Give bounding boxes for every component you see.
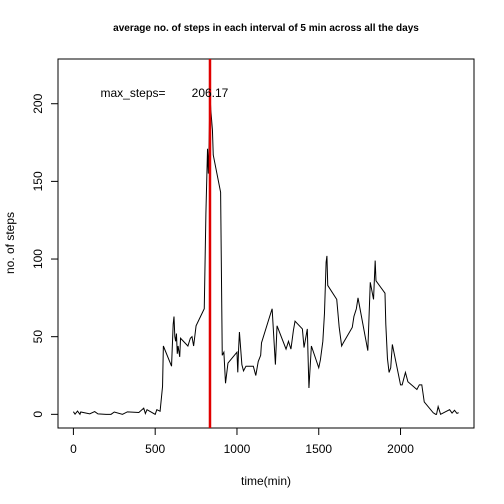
y-tick-label: 200 [31, 93, 45, 113]
annotation: 206.17 [192, 86, 229, 100]
y-tick-label: 100 [31, 249, 45, 269]
chart-title: average no. of steps in each interval of… [113, 23, 419, 34]
x-tick-label: 1000 [224, 442, 251, 456]
y-tick-label: 0 [31, 411, 45, 418]
x-tick-label: 0 [70, 442, 77, 456]
x-tick-label: 500 [145, 442, 165, 456]
y-axis-label: no. of steps [3, 212, 17, 274]
y-tick-label: 50 [31, 330, 45, 344]
x-tick-label: 1500 [305, 442, 332, 456]
y-tick-label: 150 [31, 171, 45, 191]
x-axis-label: time(min) [241, 474, 291, 488]
plot-box [57, 58, 475, 429]
line-series [72, 94, 459, 416]
x-tick-label: 2000 [387, 442, 414, 456]
annotation: max_steps= [100, 86, 165, 100]
